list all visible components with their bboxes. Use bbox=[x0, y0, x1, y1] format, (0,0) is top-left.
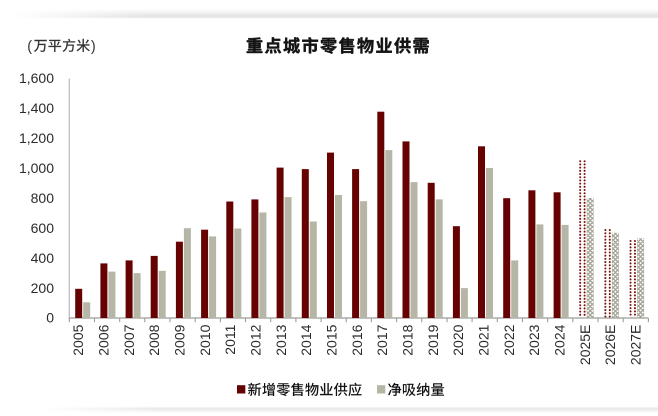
svg-text:2011: 2011 bbox=[222, 324, 238, 354]
svg-text:2010: 2010 bbox=[197, 324, 213, 355]
svg-text:2013: 2013 bbox=[273, 324, 289, 355]
svg-text:2007: 2007 bbox=[121, 324, 137, 355]
svg-text:2018: 2018 bbox=[400, 324, 416, 355]
svg-text:800: 800 bbox=[31, 190, 55, 206]
svg-text:0: 0 bbox=[46, 310, 54, 326]
svg-text:2005: 2005 bbox=[70, 324, 86, 355]
svg-text:2012: 2012 bbox=[248, 324, 264, 355]
svg-text:(: ( bbox=[27, 39, 32, 55]
svg-text:2026E: 2026E bbox=[602, 325, 618, 365]
svg-text:2006: 2006 bbox=[96, 324, 112, 355]
svg-text:2009: 2009 bbox=[172, 324, 188, 355]
svg-text:2017: 2017 bbox=[374, 324, 390, 355]
svg-text:2024: 2024 bbox=[552, 324, 568, 355]
svg-text:2014: 2014 bbox=[298, 324, 314, 355]
svg-text:2015: 2015 bbox=[324, 324, 340, 355]
svg-text:1,400: 1,400 bbox=[19, 100, 54, 116]
svg-text:2027E: 2027E bbox=[628, 325, 644, 365]
svg-text:2022: 2022 bbox=[501, 324, 517, 355]
svg-text:400: 400 bbox=[31, 250, 55, 266]
svg-text:2016: 2016 bbox=[349, 324, 365, 355]
svg-text:2008: 2008 bbox=[146, 324, 162, 355]
svg-text:2020: 2020 bbox=[450, 324, 466, 355]
svg-text:): ) bbox=[91, 39, 96, 55]
svg-text:600: 600 bbox=[31, 220, 55, 236]
svg-text:1,200: 1,200 bbox=[19, 130, 54, 146]
svg-text:200: 200 bbox=[31, 280, 55, 296]
svg-text:2019: 2019 bbox=[425, 324, 441, 355]
svg-text:2025E: 2025E bbox=[577, 325, 593, 365]
svg-text:2021: 2021 bbox=[476, 324, 492, 355]
svg-text:1,000: 1,000 bbox=[19, 160, 54, 176]
svg-text:1,600: 1,600 bbox=[19, 70, 54, 86]
svg-text:2023: 2023 bbox=[526, 324, 542, 355]
